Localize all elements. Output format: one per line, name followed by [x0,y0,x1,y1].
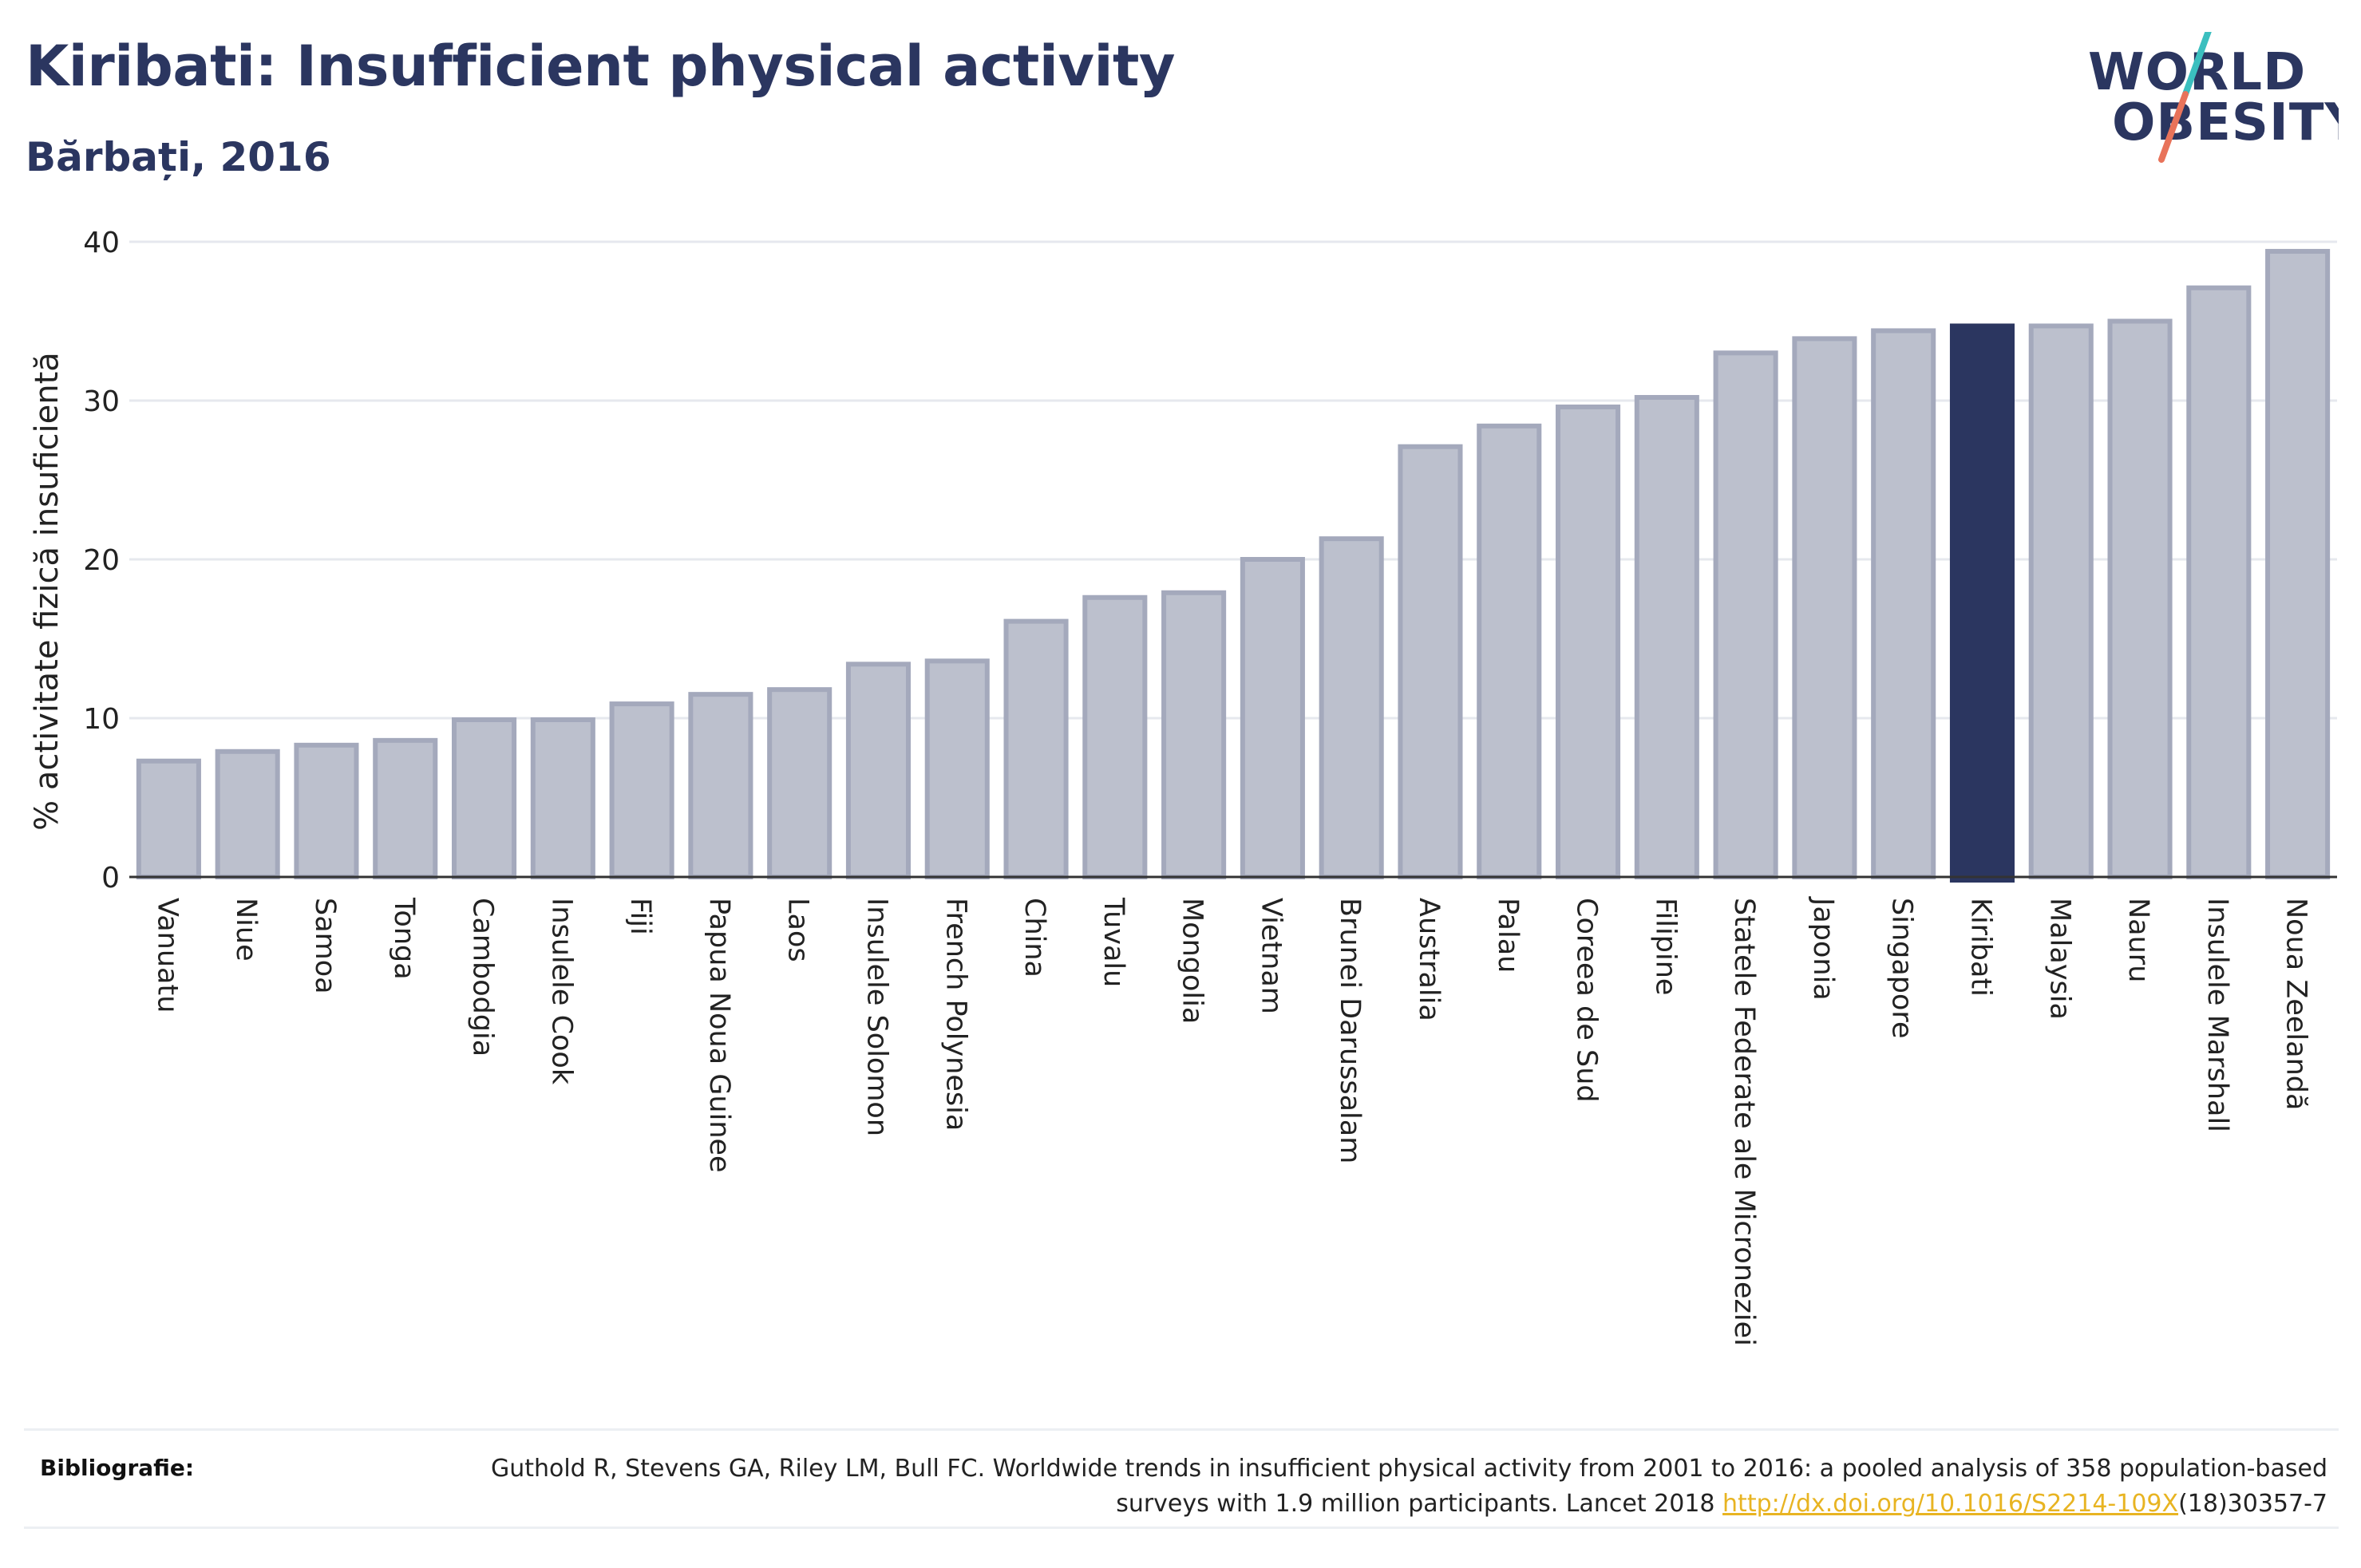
logo-slash-top [2182,32,2212,97]
bar [2028,323,2094,880]
x-tick-label: Papua Noua Guinee [703,898,735,1173]
bar [767,687,832,879]
bar [1634,395,1699,879]
chart-title: Kiribati: Insufficient physical activity [26,34,1176,99]
x-tick-label: French Polynesia [939,898,971,1131]
bar [1555,404,1621,879]
y-tick-label: 40 [83,227,120,259]
x-tick-label: Kiribati [1964,898,1996,997]
bar [1713,350,1778,879]
bibliography-footer: Bibliografie: Guthold R, Stevens GA, Ril… [24,1428,2339,1529]
citation-tail: (18)30357-7 [2178,1490,2327,1518]
bar [530,717,595,879]
x-tick-label: Vietnam [1255,898,1287,1014]
bar [1319,536,1384,879]
world-obesity-logo: WORLD OBESITY [2088,32,2339,163]
bar [1240,557,1305,879]
bar [1477,423,1542,879]
bibliography-label: Bibliografie: [40,1455,195,1481]
bar [845,662,912,880]
x-tick-label: Niue [230,898,262,962]
x-tick-label: Filipine [1649,898,1681,995]
bar [451,717,517,879]
citation-text: Guthold R, Stevens GA, Riley LM, Bull FC… [490,1455,2327,1518]
bar [1003,618,1069,879]
x-tick-label: Singapore [1886,898,1918,1039]
bar [294,742,359,880]
bar [1871,328,1936,879]
logo-text-obesity: OBESITY [2112,93,2339,152]
bar [688,692,753,880]
bibliography-citation: Guthold R, Stevens GA, Riley LM, Bull FC… [412,1451,2327,1522]
x-tick-label: Malaysia [2043,898,2075,1020]
x-tick-label: Tuvalu [1097,897,1129,987]
bar [1792,336,1857,879]
y-axis-title: % activitate fizică insuficientă [29,352,65,831]
bar [373,737,438,879]
bar [1398,444,1463,879]
bar [609,701,674,880]
bar-chart: 0 10 20 30 40 % activitate fizică insuficient… [29,227,2337,1346]
x-tick-label: Noua Zeelandă [2280,898,2312,1110]
x-tick-label: Vanuatu [151,898,183,1013]
y-tick-label: 20 [83,544,120,577]
x-tick-label: Insulele Cook [545,898,577,1085]
x-tick-label: Insulele Marshall [2201,898,2233,1132]
bar [924,658,990,879]
x-tick-label: Laos [782,898,814,962]
bar [1161,590,1227,879]
doi-link[interactable]: http://dx.doi.org/10.1016/S2214-109X [1722,1490,2179,1518]
bar [2107,318,2173,879]
x-tick-label: Australia [1413,898,1445,1021]
bar [2186,285,2252,879]
x-tick-label: Fiji [624,898,656,935]
bar [136,758,201,879]
logo-slash-bottom [2158,91,2189,163]
chart-subtitle: Bărbați, 2016 [26,134,331,180]
y-tick-label: 10 [83,703,120,736]
x-tick-label: Mongolia [1177,898,1208,1024]
y-tick-label: 0 [101,862,120,895]
bar [1082,594,1148,879]
x-tick-label: Japonia [1807,896,1839,1001]
x-tick-label: Brunei Darussalam [1334,898,1366,1163]
x-tick-label: Statele Federate ale Microneziei [1728,898,1760,1346]
x-tick-label: Insulele Solomon [860,898,892,1136]
x-tick-label: Palau [1492,898,1524,973]
bar [215,748,280,879]
x-tick-label: Cambodgia [467,898,499,1057]
x-tick-label: China [1018,898,1050,978]
x-tick-label: Nauru [2122,898,2154,982]
bar [2265,248,2331,879]
bar [1949,323,2015,883]
y-tick-label: 30 [83,385,120,418]
x-tick-label: Tonga [388,897,420,980]
x-tick-label: Samoa [309,898,341,994]
x-tick-label: Coreea de Sud [1571,898,1603,1103]
